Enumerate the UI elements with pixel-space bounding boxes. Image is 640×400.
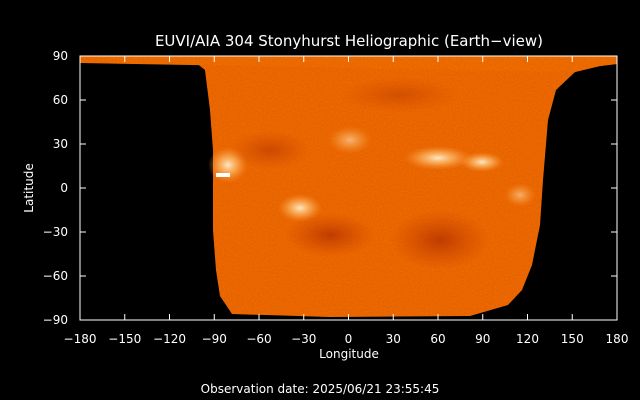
y-tick-label: −90 <box>43 313 68 327</box>
y-tick-label: 0 <box>60 181 68 195</box>
x-tick-label: −60 <box>246 332 271 346</box>
y-tick-label: −60 <box>43 269 68 283</box>
solar-map-image <box>80 56 617 320</box>
x-tick-label: 0 <box>345 332 353 346</box>
active-regions-overlay <box>208 77 536 270</box>
y-tick-label: 90 <box>53 49 68 63</box>
y-tick-label: 60 <box>53 93 68 107</box>
x-tick-label: 150 <box>561 332 584 346</box>
x-tick-label: 120 <box>516 332 539 346</box>
x-tick-label: −30 <box>291 332 316 346</box>
y-axis-label: Latitude <box>22 163 36 212</box>
x-tick-label: −120 <box>153 332 186 346</box>
x-tick-label: 30 <box>386 332 401 346</box>
x-tick-label: 180 <box>606 332 629 346</box>
y-tick-label: 30 <box>53 137 68 151</box>
x-axis-ticks: −180 −150 −120 −90 −60 −30 0 30 60 90 120 150 180 <box>64 56 629 346</box>
x-tick-label: −180 <box>64 332 97 346</box>
x-tick-label: 60 <box>430 332 445 346</box>
y-tick-label: −30 <box>43 225 68 239</box>
chart-title: EUVI/AIA 304 Stonyhurst Heliographic (Ea… <box>155 32 543 50</box>
x-tick-label: 90 <box>475 332 490 346</box>
observation-date: Observation date: 2025/06/21 23:55:45 <box>201 382 440 396</box>
x-tick-label: −90 <box>202 332 227 346</box>
x-tick-label: −150 <box>108 332 141 346</box>
x-axis-label: Longitude <box>319 347 379 361</box>
y-axis-ticks: 90 60 30 0 −30 −60 −90 <box>43 49 617 327</box>
